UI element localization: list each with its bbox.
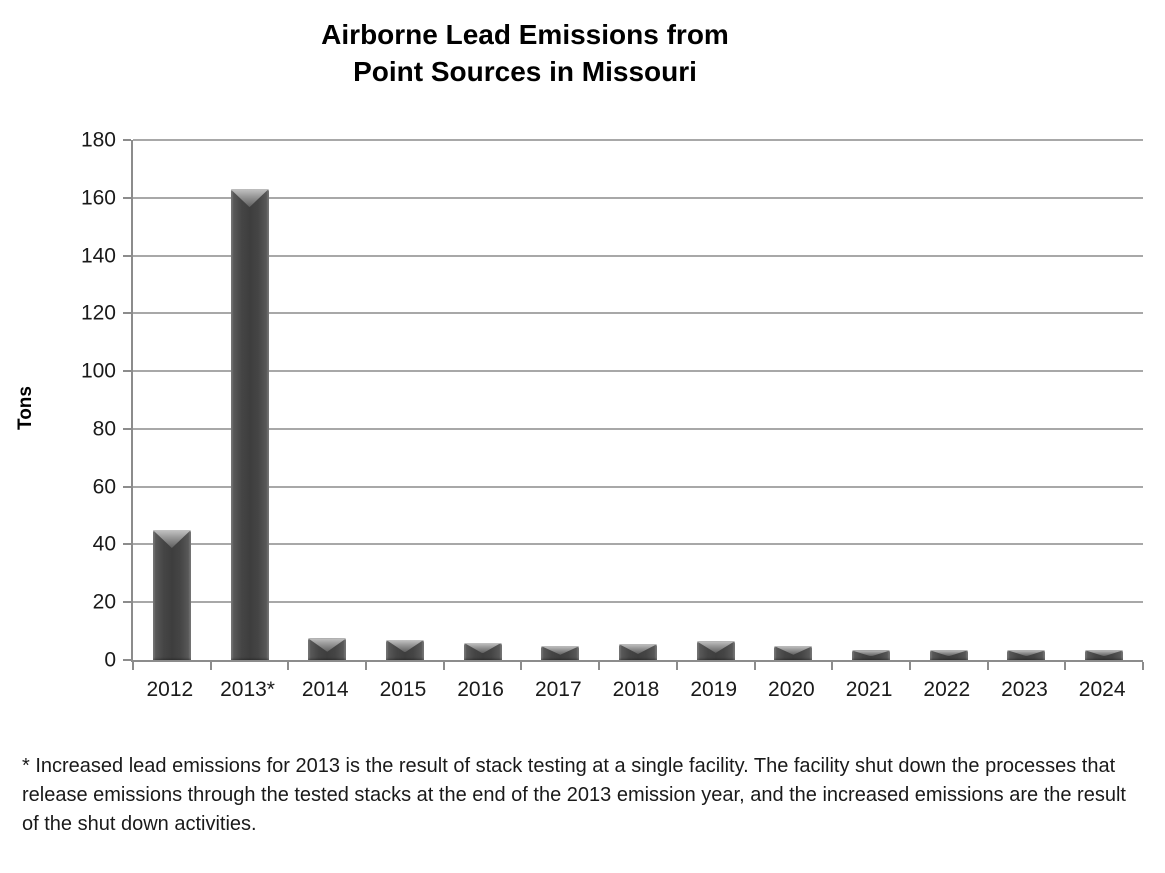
bar-2016 xyxy=(463,642,502,660)
x-tick-mark-2 xyxy=(287,662,290,670)
x-tick-label-2019: 2019 xyxy=(690,678,738,701)
bar-2012 xyxy=(152,530,191,660)
x-tick-mark-10 xyxy=(908,662,911,670)
bar-2021 xyxy=(852,650,891,660)
y-tick-mark-120 xyxy=(123,312,131,315)
y-tick-mark-180 xyxy=(123,139,131,141)
y-tick-mark-80 xyxy=(123,427,131,430)
x-tick-label-2018: 2018 xyxy=(612,678,660,701)
x-tick-label-2023: 2023 xyxy=(1001,678,1048,701)
x-tick-label-2022: 2022 xyxy=(923,678,971,701)
x-tick-label-2020: 2020 xyxy=(768,678,815,701)
chart-title: Airborne Lead Emissions from Point Sourc… xyxy=(0,16,1050,90)
y-tick-mark-60 xyxy=(123,485,131,488)
x-tick-label-2014: 2014 xyxy=(301,678,349,701)
x-tick-mark-0 xyxy=(132,662,134,670)
bar-2013 xyxy=(230,189,269,660)
gridline-120 xyxy=(133,312,1143,315)
x-tick-label-2015: 2015 xyxy=(379,678,427,701)
bar-2018 xyxy=(619,644,657,660)
y-tick-label-120: 120 xyxy=(80,301,116,325)
gridline-80 xyxy=(133,427,1143,430)
x-tick-label-2016: 2016 xyxy=(457,678,504,701)
y-tick-label-40: 40 xyxy=(92,532,116,556)
plot-area xyxy=(123,139,1144,670)
x-tick-label-2013: 2013* xyxy=(220,678,275,701)
bar-2020 xyxy=(774,646,813,660)
x-tick-mark-4 xyxy=(442,662,445,670)
x-tick-label-2012: 2012 xyxy=(146,678,194,701)
x-tick-mark-3 xyxy=(365,662,368,670)
x-tick-mark-12 xyxy=(1064,662,1067,670)
bar-2015 xyxy=(385,639,424,660)
x-tick-label-2024: 2024 xyxy=(1078,678,1126,701)
y-tick-label-0: 0 xyxy=(104,648,116,672)
x-tick-label-2021: 2021 xyxy=(845,678,893,701)
x-axis-tick-labels: 2012 2013* 2014 2015 2016 2017 2018 2019 2020 202… xyxy=(131,678,1141,708)
bar-2023 xyxy=(1007,650,1046,660)
y-axis-tick-labels: 0 20 40 60 80 100 120 140 160 180 xyxy=(0,130,116,671)
y-tick-label-60: 60 xyxy=(92,475,116,499)
gridline-180 xyxy=(133,139,1143,141)
x-tick-mark-7 xyxy=(675,662,678,670)
y-tick-label-100: 100 xyxy=(80,359,116,383)
x-tick-mark-9 xyxy=(831,662,834,670)
bar-2024 xyxy=(1085,650,1124,660)
x-tick-mark-1 xyxy=(209,662,212,670)
bar-2014 xyxy=(308,638,347,660)
y-tick-mark-0 xyxy=(123,659,131,661)
x-tick-mark-11 xyxy=(986,662,989,670)
gridline-40 xyxy=(133,543,1143,546)
y-tick-mark-160 xyxy=(123,196,131,199)
y-tick-mark-40 xyxy=(123,543,131,546)
gridline-140 xyxy=(133,254,1143,257)
y-tick-label-140: 140 xyxy=(80,244,116,268)
gridline-160 xyxy=(133,196,1143,199)
chart-title-line2: Point Sources in Missouri xyxy=(353,56,697,87)
chart-title-line1: Airborne Lead Emissions from xyxy=(321,19,729,50)
gridline-100 xyxy=(133,370,1143,373)
y-tick-mark-140 xyxy=(123,254,131,257)
y-tick-mark-20 xyxy=(123,601,131,604)
y-tick-mark-100 xyxy=(123,370,131,373)
bar-2022 xyxy=(929,650,968,660)
y-tick-label-180: 180 xyxy=(80,128,116,152)
bar-2019 xyxy=(696,641,735,660)
footnote: * Increased lead emissions for 2013 is t… xyxy=(22,755,1126,835)
x-tick-mark-6 xyxy=(598,662,601,670)
x-tick-mark-13 xyxy=(1142,662,1144,670)
x-tick-mark-8 xyxy=(753,662,756,670)
gridline-60 xyxy=(133,485,1143,488)
bar-2017 xyxy=(541,646,580,660)
y-tick-label-80: 80 xyxy=(92,417,116,441)
x-tick-mark-5 xyxy=(520,662,523,670)
gridline-20 xyxy=(133,601,1143,604)
y-tick-label-160: 160 xyxy=(80,186,116,210)
x-tick-label-2017: 2017 xyxy=(534,678,582,701)
y-tick-label-20: 20 xyxy=(92,590,116,614)
